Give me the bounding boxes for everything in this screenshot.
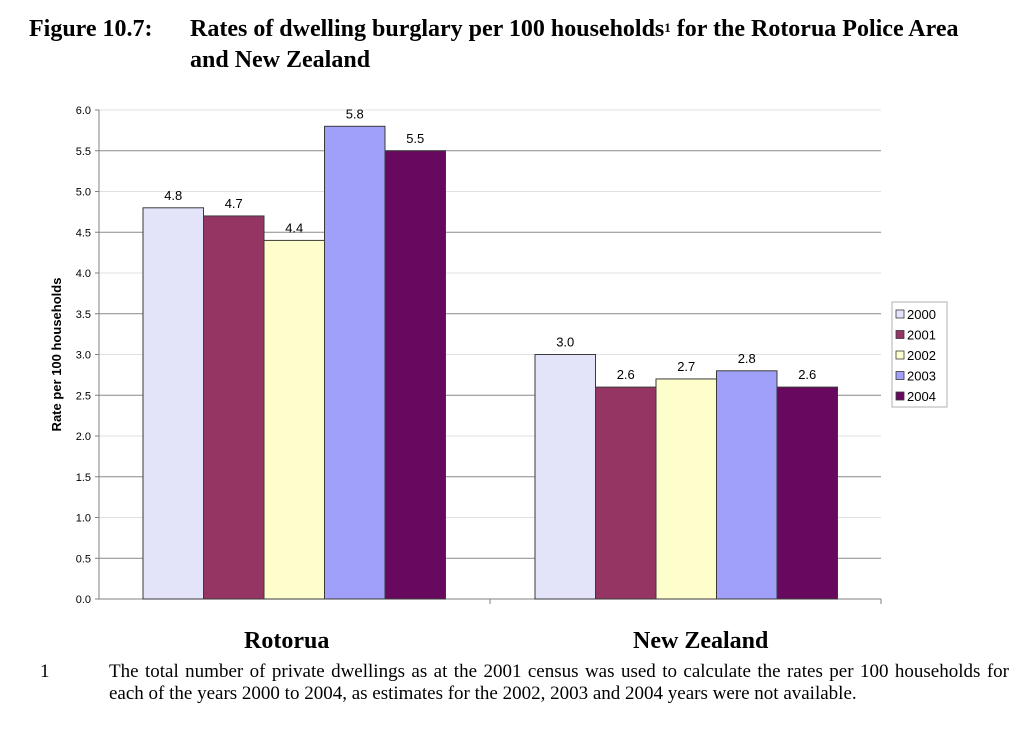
legend-swatch-2001 — [895, 330, 905, 339]
legend-label: 2002 — [907, 348, 936, 363]
y-tick-label: 4.5 — [76, 227, 91, 239]
legend-swatch-2003 — [895, 371, 905, 380]
legend-swatch-2000 — [895, 309, 905, 319]
bar-2003 — [324, 125, 386, 600]
bar-2001 — [203, 215, 265, 600]
footnote-number: 1 — [40, 661, 50, 682]
category-label-new-zealand: New Zealand — [633, 628, 769, 654]
y-tick-label: 4.0 — [76, 268, 91, 280]
y-tick-label: 3.0 — [76, 350, 91, 362]
figure-title-rest: for the Rotorua Police Area and New Zeal… — [190, 16, 959, 73]
legend-label: 2003 — [907, 369, 936, 384]
legend-swatch-2004 — [895, 391, 905, 401]
data-label: 2.6 — [617, 367, 635, 382]
data-label: 2.8 — [738, 351, 756, 366]
figure-number: Figure 10.7: — [29, 16, 153, 42]
y-tick-label: 6.0 — [76, 105, 91, 117]
bar-2000 — [534, 354, 596, 600]
y-tick-label: 2.5 — [76, 390, 91, 402]
data-label: 4.4 — [285, 220, 303, 235]
y-tick-label: 1.0 — [76, 513, 91, 525]
bar-2002 — [655, 378, 717, 600]
bar-2003 — [716, 370, 778, 600]
y-tick-label: 1.5 — [76, 472, 91, 484]
bar-2001 — [595, 386, 657, 600]
bar-2002 — [263, 239, 325, 600]
data-label: 5.5 — [406, 131, 424, 146]
y-tick-label: 0.5 — [76, 553, 91, 565]
figure-title-main: Rates of dwelling burglary per 100 house… — [190, 16, 665, 42]
legend-label: 2001 — [907, 328, 936, 343]
y-tick-label: 3.5 — [76, 309, 91, 321]
legend-label: 2004 — [907, 389, 936, 404]
bar-2004 — [776, 386, 838, 600]
data-label: 2.6 — [798, 367, 816, 382]
y-tick-label: 0.0 — [76, 594, 91, 606]
data-label: 5.8 — [346, 106, 364, 121]
footnote-marker: 1 — [664, 20, 671, 35]
legend-label: 2000 — [907, 307, 936, 322]
y-axis-title: Rate per 100 households — [49, 278, 64, 432]
bar-chart: 0.0 0.5 1.0 1.5 2.0 2.5 3.0 3.5 4.0 4.5 5.0 5.5 6.0 R… — [49, 105, 948, 606]
figure-caption: Rates of dwelling burglary per 100 house… — [190, 14, 990, 76]
y-tick-label: 5.0 — [76, 187, 91, 199]
data-label: 4.7 — [225, 196, 243, 211]
data-label: 4.8 — [164, 188, 182, 203]
data-label: 2.7 — [677, 359, 695, 374]
category-label-rotorua: Rotorua — [244, 628, 330, 654]
y-tick-label: 5.5 — [76, 146, 91, 158]
bar-2004 — [384, 150, 446, 600]
y-tick-label: 2.0 — [76, 431, 91, 443]
footnote-text: The total number of private dwellings as… — [109, 661, 1009, 704]
bar-2000 — [142, 207, 204, 600]
data-label: 3.0 — [556, 335, 574, 350]
legend-swatch-2002 — [895, 350, 905, 360]
